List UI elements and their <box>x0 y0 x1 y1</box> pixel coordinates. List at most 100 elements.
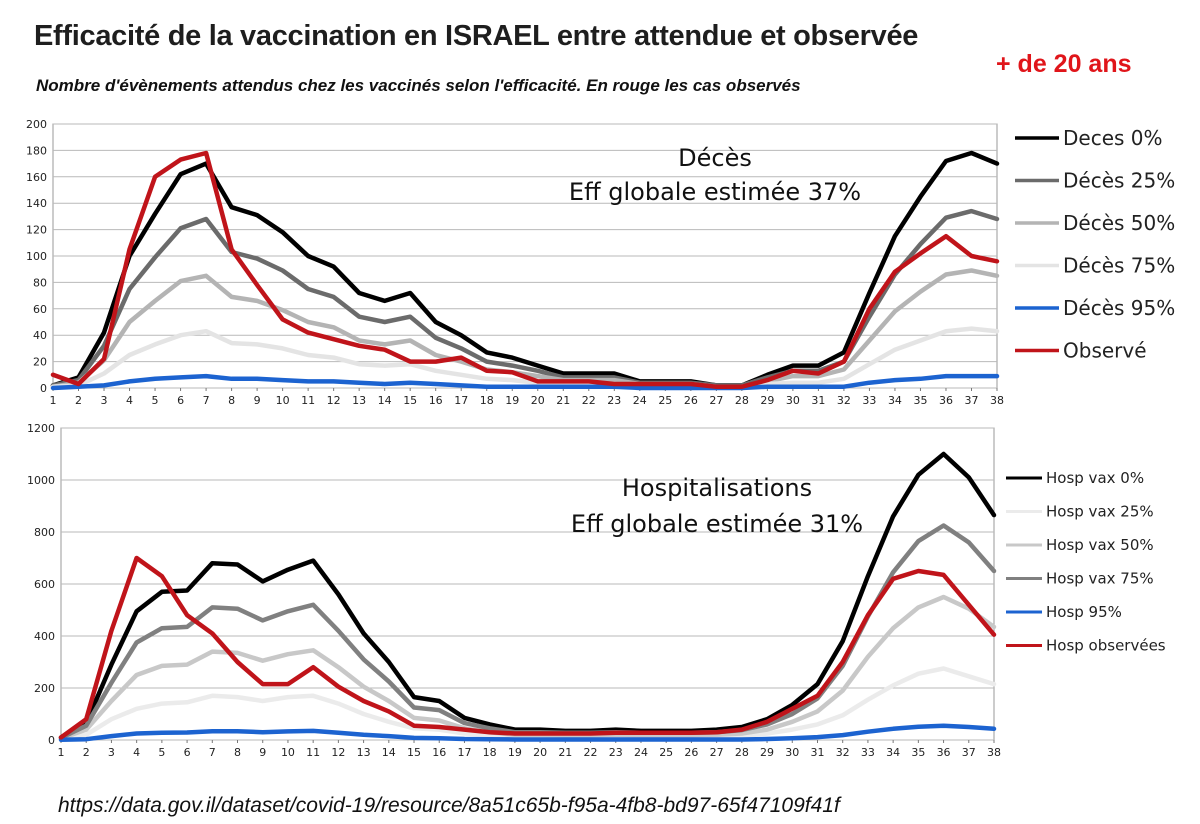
series-d-c-s-75- <box>50 326 1000 389</box>
y-tick-label: 40 <box>33 329 47 342</box>
x-tick-label: 30 <box>786 394 800 407</box>
x-tick-label: 10 <box>281 746 295 759</box>
x-tick-label: 34 <box>886 746 900 759</box>
series-line <box>50 150 1000 389</box>
legend-label: Décès 75% <box>1063 254 1175 278</box>
x-tick-label: 5 <box>152 394 159 407</box>
x-tick-label: 14 <box>378 394 392 407</box>
x-tick-label: 9 <box>259 746 266 759</box>
legend-label: Hosp vax 75% <box>1046 570 1154 588</box>
legend-label: Deces 0% <box>1063 126 1163 150</box>
x-tick-label: 13 <box>357 746 371 759</box>
x-tick-label: 8 <box>228 394 235 407</box>
legend-label: Décès 25% <box>1063 169 1175 193</box>
y-tick-label: 0 <box>40 382 47 395</box>
x-tick-label: 17 <box>457 746 471 759</box>
x-tick-label: 20 <box>531 394 545 407</box>
x-tick-label: 32 <box>836 746 850 759</box>
x-tick-label: 27 <box>709 394 723 407</box>
y-tick-label: 1000 <box>27 474 55 487</box>
x-tick-label: 8 <box>234 746 241 759</box>
x-tick-label: 3 <box>108 746 115 759</box>
x-tick-label: 24 <box>634 746 648 759</box>
x-tick-label: 3 <box>101 394 108 407</box>
y-tick-label: 100 <box>26 250 47 263</box>
x-tick-label: 18 <box>480 394 494 407</box>
x-tick-label: 12 <box>331 746 345 759</box>
y-tick-label: 1200 <box>27 422 55 435</box>
legend-label: Hosp vax 25% <box>1046 503 1154 521</box>
legend-label: Observé <box>1063 339 1147 363</box>
x-tick-label: 27 <box>710 746 724 759</box>
x-tick-label: 33 <box>862 394 876 407</box>
y-tick-label: 20 <box>33 356 47 369</box>
x-tick-label: 26 <box>684 394 698 407</box>
legend-label: Décès 50% <box>1063 211 1175 235</box>
y-tick-label: 160 <box>26 171 47 184</box>
legend-label: Hosp observées <box>1046 637 1166 655</box>
y-tick-label: 140 <box>26 197 47 210</box>
x-tick-label: 4 <box>126 394 133 407</box>
series-line <box>50 326 1000 389</box>
x-tick-label: 16 <box>432 746 446 759</box>
series-d-c-s-50- <box>50 268 1000 389</box>
y-tick-label: 800 <box>34 526 55 539</box>
x-tick-label: 5 <box>158 746 165 759</box>
x-tick-label: 33 <box>861 746 875 759</box>
x-tick-label: 30 <box>785 746 799 759</box>
x-tick-label: 11 <box>306 746 320 759</box>
y-tick-label: 400 <box>34 630 55 643</box>
x-tick-label: 21 <box>556 394 570 407</box>
x-tick-label: 6 <box>177 394 184 407</box>
series-line <box>50 268 1000 389</box>
x-tick-label: 7 <box>209 746 216 759</box>
x-tick-label: 29 <box>760 746 774 759</box>
x-tick-label: 18 <box>483 746 497 759</box>
x-tick-label: 37 <box>964 394 978 407</box>
age-group-label: + de 20 ans <box>996 50 1132 78</box>
chart-annotation: Hospitalisations <box>622 474 812 502</box>
series-observ- <box>50 150 1000 389</box>
x-tick-label: 20 <box>533 746 547 759</box>
x-tick-label: 6 <box>184 746 191 759</box>
x-tick-label: 32 <box>837 394 851 407</box>
chart-annotation: Eff globale estimée 37% <box>569 178 861 206</box>
x-tick-label: 23 <box>609 746 623 759</box>
chart-annotation: Eff globale estimée 31% <box>571 510 863 538</box>
x-tick-label: 35 <box>913 394 927 407</box>
y-tick-label: 200 <box>34 682 55 695</box>
x-tick-label: 36 <box>937 746 951 759</box>
x-tick-label: 9 <box>254 394 261 407</box>
x-tick-label: 25 <box>659 746 673 759</box>
x-tick-label: 17 <box>454 394 468 407</box>
x-tick-label: 28 <box>735 394 749 407</box>
x-tick-label: 7 <box>203 394 210 407</box>
y-tick-label: 120 <box>26 224 47 237</box>
series-line <box>58 555 997 740</box>
x-tick-label: 37 <box>962 746 976 759</box>
series-hosp-observ-es <box>58 555 997 740</box>
x-tick-label: 11 <box>301 394 315 407</box>
x-tick-label: 19 <box>508 746 522 759</box>
series-line <box>58 723 997 742</box>
x-tick-label: 31 <box>810 746 824 759</box>
x-tick-label: 2 <box>83 746 90 759</box>
x-tick-label: 24 <box>633 394 647 407</box>
x-tick-label: 31 <box>811 394 825 407</box>
x-tick-label: 1 <box>50 394 57 407</box>
x-tick-label: 22 <box>582 394 596 407</box>
x-tick-label: 38 <box>990 394 1004 407</box>
x-tick-label: 13 <box>352 394 366 407</box>
x-tick-label: 22 <box>584 746 598 759</box>
x-tick-label: 38 <box>987 746 1001 759</box>
source-url: https://data.gov.il/dataset/covid-19/res… <box>58 794 840 817</box>
legend: Deces 0% Décès 25% Décès 50% Décès 75% Décès… <box>1015 126 1175 363</box>
y-tick-label: 60 <box>33 303 47 316</box>
chart-subtitle: Nombre d'évènements attendus chez les va… <box>36 76 801 95</box>
x-tick-label: 21 <box>558 746 572 759</box>
y-tick-label: 180 <box>26 144 47 157</box>
y-tick-label: 80 <box>33 276 47 289</box>
